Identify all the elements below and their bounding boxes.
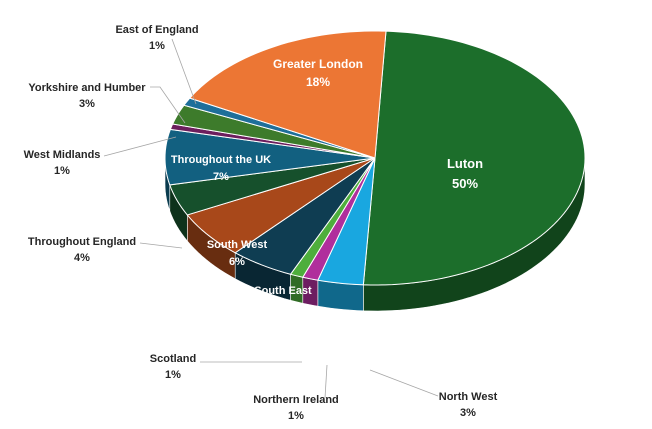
- slice-luton-label: Luton: [447, 156, 483, 171]
- slice-south-east-label: South East: [254, 285, 312, 297]
- slice-east-of-england-label: East of England: [115, 24, 198, 36]
- slice-yorkshire-and-humber-label: Yorkshire and Humber: [28, 82, 146, 94]
- slice-labels: Luton 50% North West 3% Northern Ireland 1% Sc…: [24, 24, 498, 422]
- slice-north-west-leader-line: [369, 369, 439, 397]
- pie-slice-yorkshire-and-humber: [171, 104, 376, 159]
- slice-throughout-england-percent: 4%: [74, 252, 90, 264]
- slice-north-west-percent: 3%: [460, 407, 476, 419]
- slice-luton-percent: 50%: [452, 176, 478, 191]
- pie-slice-south-east: [234, 157, 376, 275]
- slice-east-of-england-leader-line: [171, 38, 197, 105]
- slice-west-midlands-percent: 1%: [54, 165, 70, 177]
- slice-yorkshire-and-humber-leader-line: [150, 86, 186, 124]
- pie-slice-greater-london: [188, 30, 387, 159]
- slice-throughout-england-label: Throughout England: [28, 236, 136, 248]
- pie-top-faces: [164, 30, 586, 286]
- slice-scotland-label: Scotland: [150, 353, 196, 365]
- slice-throughout-england-leader-line: [139, 242, 183, 249]
- pie-slice-throughout-the-uk: [164, 128, 376, 186]
- pie-slice-south-west: [186, 157, 376, 254]
- slice-south-east-percent: 5%: [275, 302, 291, 314]
- pie-slice-throughout-england: [169, 157, 376, 216]
- slice-west-midlands-leader-line: [103, 136, 177, 157]
- slice-throughout-the-uk-label: Throughout the UK: [171, 154, 271, 166]
- slice-northern-ireland-leader-line: [324, 364, 328, 399]
- slice-north-west-label: North West: [439, 391, 498, 403]
- slice-scotland-percent: 1%: [165, 369, 181, 381]
- slice-south-west-percent: 6%: [229, 256, 245, 268]
- slice-yorkshire-and-humber-percent: 3%: [79, 98, 95, 110]
- pie-side-faces: [164, 157, 586, 312]
- slice-greater-london-percent: 18%: [306, 75, 330, 89]
- pie-slice-luton: [362, 30, 586, 286]
- slice-northern-ireland-label: Northern Ireland: [253, 394, 339, 406]
- slice-west-midlands-label: West Midlands: [24, 149, 101, 161]
- slice-greater-london-label: Greater London: [273, 57, 363, 71]
- leader-lines: [103, 38, 439, 399]
- slice-throughout-the-uk-percent: 7%: [213, 171, 229, 183]
- slice-south-west-label: South West: [207, 239, 268, 251]
- slice-east-of-england-percent: 1%: [149, 40, 165, 52]
- slice-northern-ireland-percent: 1%: [288, 410, 304, 422]
